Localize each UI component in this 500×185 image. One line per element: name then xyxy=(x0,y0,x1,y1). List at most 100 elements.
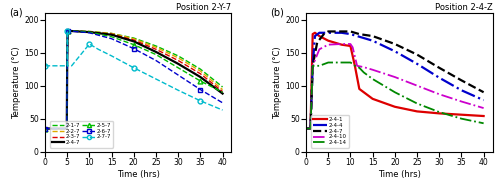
2-4-14 xyxy=(458,117,464,120)
2-4-7 xyxy=(108,34,114,36)
Line: 2-5-7: 2-5-7 xyxy=(42,28,225,131)
2-1-7 xyxy=(64,30,70,32)
2-6-7 xyxy=(86,32,92,34)
2-4-7 xyxy=(64,30,70,32)
2-5-7 xyxy=(220,91,226,93)
2-4-7 xyxy=(356,33,362,35)
2-4-4 xyxy=(392,50,398,52)
2-4-10 xyxy=(348,43,354,45)
2-4-7 xyxy=(392,43,398,45)
2-7-7 xyxy=(96,48,102,50)
2-3-7 xyxy=(64,127,70,130)
2-4-4 xyxy=(480,99,486,101)
2-4-4 xyxy=(354,35,360,37)
2-4-1 xyxy=(325,40,331,42)
2-4-1 xyxy=(310,33,316,35)
2-1-7 xyxy=(175,55,181,57)
2-4-7 xyxy=(352,32,358,34)
2-7-7 xyxy=(198,100,203,102)
2-4-14 xyxy=(414,102,420,105)
2-5-7 xyxy=(108,36,114,38)
Line: 2-2-7: 2-2-7 xyxy=(45,31,222,129)
2-5-7 xyxy=(131,43,137,46)
2-4-4 xyxy=(458,89,464,91)
2-4-10 xyxy=(392,76,398,78)
2-4-10 xyxy=(480,107,486,109)
2-3-7 xyxy=(86,31,92,33)
X-axis label: Time (hrs): Time (hrs) xyxy=(378,170,420,179)
2-5-7 xyxy=(64,127,70,130)
2-7-7 xyxy=(86,43,92,45)
2-4-10 xyxy=(310,65,316,67)
Legend: 2-1-7, 2-2-7, 2-3-7, 2-4-7, 2-5-7, 2-6-7, 2-7-7: 2-1-7, 2-2-7, 2-3-7, 2-4-7, 2-5-7, 2-6-7… xyxy=(50,121,113,147)
2-7-7 xyxy=(64,65,70,67)
2-7-7 xyxy=(68,65,74,67)
2-7-7 xyxy=(131,67,137,69)
2-2-7 xyxy=(64,65,70,67)
Text: (b): (b) xyxy=(270,7,284,17)
2-4-10 xyxy=(354,65,360,67)
2-5-7 xyxy=(198,80,203,82)
2-3-7 xyxy=(64,30,70,32)
2-4-14 xyxy=(370,78,376,80)
2-4-10 xyxy=(325,43,331,46)
2-7-7 xyxy=(220,109,226,111)
2-4-7 xyxy=(42,127,48,130)
2-4-10 xyxy=(458,100,464,103)
2-2-7 xyxy=(131,38,137,40)
2-4-7 xyxy=(414,53,420,56)
2-4-10 xyxy=(361,66,367,68)
Line: 2-4-10: 2-4-10 xyxy=(306,44,484,129)
2-6-7 xyxy=(64,65,70,67)
2-4-14 xyxy=(356,67,362,69)
2-7-7 xyxy=(64,65,70,67)
2-4-7 xyxy=(198,76,203,78)
2-7-7 xyxy=(175,89,181,91)
2-4-4 xyxy=(308,127,314,130)
Line: 2-4-7: 2-4-7 xyxy=(45,31,222,129)
2-4-10 xyxy=(303,127,309,130)
2-4-1 xyxy=(308,127,314,130)
2-6-7 xyxy=(108,38,114,40)
2-4-7 xyxy=(131,40,137,43)
2-6-7 xyxy=(131,48,137,50)
2-4-1 xyxy=(303,127,309,130)
2-4-14 xyxy=(303,127,309,130)
2-4-14 xyxy=(310,65,316,67)
2-4-7 xyxy=(86,31,92,33)
2-4-1 xyxy=(458,114,464,116)
2-4-1 xyxy=(414,110,420,112)
2-4-7 xyxy=(348,30,354,33)
2-4-1 xyxy=(480,115,486,117)
2-4-7 xyxy=(480,91,486,93)
2-4-7 xyxy=(458,79,464,81)
2-4-4 xyxy=(348,33,354,35)
2-5-7 xyxy=(64,30,70,32)
2-6-7 xyxy=(153,59,159,62)
2-4-10 xyxy=(316,48,322,50)
X-axis label: Time (hrs): Time (hrs) xyxy=(117,170,160,179)
2-4-7 xyxy=(314,42,320,44)
2-4-4 xyxy=(316,32,322,34)
2-4-14 xyxy=(348,61,354,64)
2-4-1 xyxy=(352,65,358,67)
2-4-4 xyxy=(312,35,318,37)
Line: 2-1-7: 2-1-7 xyxy=(45,31,222,129)
2-4-14 xyxy=(480,122,486,124)
2-4-7 xyxy=(436,67,442,69)
2-4-10 xyxy=(338,43,344,45)
2-3-7 xyxy=(42,127,48,130)
2-4-10 xyxy=(414,85,420,87)
2-2-7 xyxy=(64,127,70,130)
2-4-14 xyxy=(338,61,344,64)
2-4-10 xyxy=(370,69,376,71)
2-4-4 xyxy=(325,32,331,34)
2-2-7 xyxy=(64,30,70,32)
Line: 2-3-7: 2-3-7 xyxy=(45,31,222,129)
2-3-7 xyxy=(175,59,181,62)
2-2-7 xyxy=(153,46,159,48)
2-4-10 xyxy=(350,46,356,48)
2-2-7 xyxy=(175,57,181,59)
2-4-1 xyxy=(392,106,398,108)
2-2-7 xyxy=(198,70,203,72)
